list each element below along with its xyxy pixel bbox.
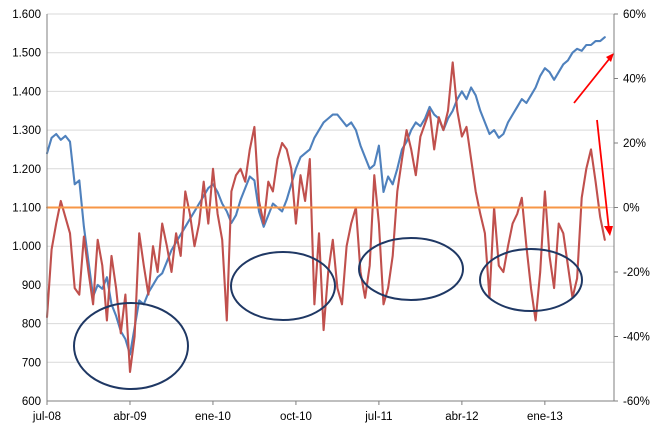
trough-circle-2: [230, 251, 336, 321]
x-tick-label: abr-12: [445, 411, 478, 423]
y-right-tick-label: -60%: [623, 396, 650, 408]
y-left-tick-label: 700: [22, 357, 41, 369]
x-tick-label: jul-11: [364, 411, 392, 423]
series-layer: [45, 36, 606, 374]
down-arrow: [596, 119, 613, 236]
y-left-tick-label: 800: [22, 319, 41, 331]
trough-circle-1: [73, 302, 189, 390]
y-right-tick-label: 20%: [623, 138, 646, 150]
y-left-tick-label: 1.200: [12, 164, 41, 176]
y-left-tick-label: 600: [22, 396, 41, 408]
y-right-tick-label: 60%: [623, 9, 646, 21]
blue-line-series: [45, 36, 606, 356]
axis-layer: 600 700 800 900 1.000 1.100 1.200 1.300 1.400 1.5…: [12, 9, 650, 423]
x-tick-label: oct-10: [280, 411, 312, 423]
x-tick-label: ene-10: [195, 411, 231, 423]
y-right-tick-label: -40%: [623, 332, 650, 344]
annotation-layer: [73, 53, 614, 390]
y-left-tick-label: 1.300: [12, 125, 41, 137]
red-line-series: [45, 61, 606, 374]
y-left-tick-label: 1.100: [12, 203, 41, 215]
up-arrow: [573, 53, 614, 104]
y-left-tick-label: 900: [22, 280, 41, 292]
y-right-tick-label: -20%: [623, 267, 650, 279]
y-left-tick-label: 1.000: [12, 241, 41, 253]
x-tick-label: jul-08: [32, 411, 61, 423]
trough-circle-4: [479, 248, 583, 312]
x-tick-label: abr-09: [113, 411, 146, 423]
y-right-tick-label: 40%: [623, 74, 646, 86]
x-tick-label: ene-13: [527, 411, 563, 423]
y-left-tick-label: 1.600: [12, 9, 41, 21]
y-left-tick-label: 1.500: [12, 48, 41, 60]
y-left-tick-label: 1.400: [12, 86, 41, 98]
trough-circle-3: [358, 237, 464, 301]
y-right-tick-label: 0%: [623, 203, 640, 215]
